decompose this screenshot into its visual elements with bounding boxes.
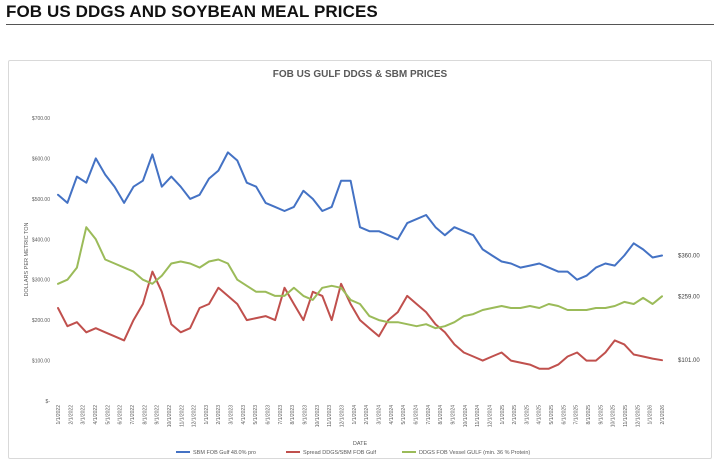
x-tick-label: 10/1/2023 bbox=[315, 405, 321, 427]
x-tick-label: 7/1/2022 bbox=[130, 405, 136, 425]
x-tick-label: 6/1/2025 bbox=[561, 405, 567, 425]
x-tick-label: 5/1/2023 bbox=[253, 405, 259, 425]
series-end-label: $259.00 bbox=[678, 294, 700, 300]
x-tick-label: 12/1/2023 bbox=[340, 405, 346, 427]
legend-label: DDGS FOB Vessel GULF (min. 36 % Protein) bbox=[419, 450, 530, 456]
x-tick-label: 1/1/2023 bbox=[204, 405, 210, 425]
x-tick-label: 7/1/2025 bbox=[574, 405, 580, 425]
x-tick-label: 3/1/2022 bbox=[81, 405, 87, 425]
y-tick-label: $300.00 bbox=[32, 278, 50, 284]
x-tick-label: 5/1/2022 bbox=[105, 405, 111, 425]
legend-label: SBM FOB Gulf 48.0% pro bbox=[193, 450, 256, 456]
x-axis-label: DATE bbox=[353, 441, 368, 447]
x-tick-label: 1/1/2024 bbox=[352, 405, 358, 425]
series-end-label: $101.00 bbox=[678, 358, 700, 364]
y-tick-label: $100.00 bbox=[32, 359, 50, 365]
x-tick-label: 3/1/2025 bbox=[524, 405, 530, 425]
series-line bbox=[57, 151, 663, 281]
x-tick-label: 7/1/2024 bbox=[426, 405, 432, 425]
y-tick-label: $700.00 bbox=[32, 116, 50, 122]
x-tick-label: 9/1/2023 bbox=[303, 405, 309, 425]
x-tick-label: 2/1/2024 bbox=[364, 405, 370, 425]
y-ticks: $- $100.00 $200.00 $300.00 $400.00 $500.00 $60… bbox=[32, 116, 50, 405]
x-tick-label: 11/1/2024 bbox=[475, 405, 481, 427]
series-end-label: $360.00 bbox=[678, 253, 700, 259]
x-tick-label: 1/1/2025 bbox=[500, 405, 506, 425]
x-tick-label: 9/1/2025 bbox=[598, 405, 604, 425]
x-tick-label: 12/1/2024 bbox=[487, 405, 493, 427]
x-tick-label: 8/1/2024 bbox=[438, 405, 444, 425]
x-tick-label: 1/1/2026 bbox=[648, 405, 654, 425]
chart-title: FOB US GULF DDGS & SBM PRICES bbox=[273, 69, 448, 80]
y-tick-label: $500.00 bbox=[32, 197, 50, 203]
x-tick-label: 10/1/2025 bbox=[611, 405, 617, 427]
x-tick-label: 8/1/2025 bbox=[586, 405, 592, 425]
y-tick-label: $- bbox=[46, 399, 51, 405]
x-tick-label: 2/1/2023 bbox=[216, 405, 222, 425]
x-tick-label: 12/1/2022 bbox=[192, 405, 198, 427]
x-tick-label: 5/1/2024 bbox=[401, 405, 407, 425]
y-axis-label: DOLLARS PER METRIC TON bbox=[24, 222, 30, 296]
x-tick-label: 11/1/2023 bbox=[327, 405, 333, 427]
title-divider bbox=[6, 24, 714, 25]
x-tick-label: 2/1/2026 bbox=[660, 405, 666, 425]
x-tick-label: 4/1/2025 bbox=[537, 405, 543, 425]
x-tick-label: 4/1/2023 bbox=[241, 405, 247, 425]
end-labels: $360.00 $101.00 $259.00 bbox=[678, 253, 700, 364]
x-tick-label: 6/1/2022 bbox=[118, 405, 124, 425]
y-tick-label: $400.00 bbox=[32, 237, 50, 243]
series-lines bbox=[57, 151, 663, 370]
x-tick-label: 8/1/2023 bbox=[290, 405, 296, 425]
series-line bbox=[57, 270, 663, 370]
x-tick-label: 11/1/2025 bbox=[623, 405, 629, 427]
x-tick-label: 8/1/2022 bbox=[142, 405, 148, 425]
x-tick-label: 2/1/2022 bbox=[68, 405, 74, 425]
x-tick-label: 4/1/2024 bbox=[389, 405, 395, 425]
series-line bbox=[57, 226, 663, 330]
x-tick-label: 9/1/2022 bbox=[155, 405, 161, 425]
x-ticks: 1/1/2022 2/1/2022 3/1/2022 4/1/2022 5/1/2022… bbox=[56, 405, 666, 427]
legend: SBM FOB Gulf 48.0% pro Spread DDGS/SBM FO… bbox=[176, 450, 530, 456]
x-tick-label: 1/1/2022 bbox=[56, 405, 62, 425]
y-tick-label: $200.00 bbox=[32, 318, 50, 324]
y-tick-label: $600.00 bbox=[32, 156, 50, 162]
x-tick-label: 3/1/2023 bbox=[229, 405, 235, 425]
x-tick-label: 5/1/2025 bbox=[549, 405, 555, 425]
x-tick-label: 6/1/2023 bbox=[266, 405, 272, 425]
x-tick-label: 7/1/2023 bbox=[278, 405, 284, 425]
x-tick-label: 3/1/2024 bbox=[376, 405, 382, 425]
x-tick-label: 9/1/2024 bbox=[450, 405, 456, 425]
x-tick-label: 6/1/2024 bbox=[413, 405, 419, 425]
x-tick-label: 10/1/2024 bbox=[463, 405, 469, 427]
x-tick-label: 11/1/2022 bbox=[179, 405, 185, 427]
x-tick-label: 12/1/2025 bbox=[635, 405, 641, 427]
legend-label: Spread DDGS/SBM FOB Gulf bbox=[303, 450, 377, 456]
chart-frame bbox=[8, 60, 712, 459]
x-tick-label: 2/1/2025 bbox=[512, 405, 518, 425]
x-tick-label: 10/1/2022 bbox=[167, 405, 173, 427]
page-title: FOB US DDGS AND SOYBEAN MEAL PRICES bbox=[6, 2, 378, 21]
x-tick-label: 4/1/2022 bbox=[93, 405, 99, 425]
